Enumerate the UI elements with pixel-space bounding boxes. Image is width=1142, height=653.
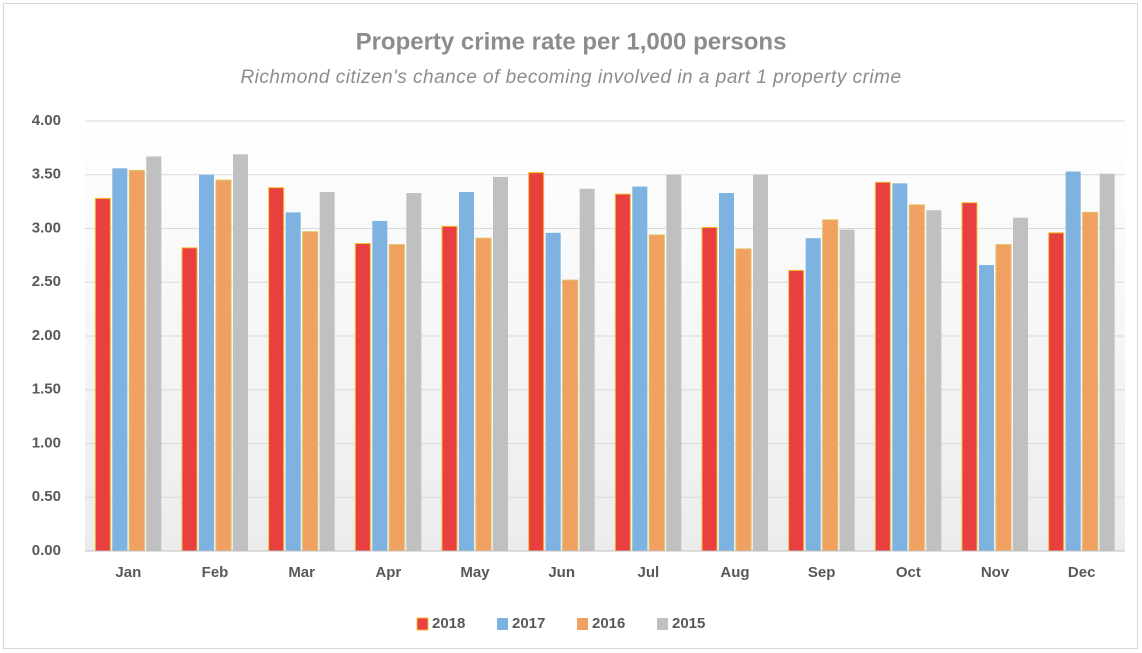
bar [545, 232, 561, 552]
x-tick-label: Jan [115, 564, 141, 581]
x-tick-label: May [460, 564, 490, 581]
bar [648, 234, 665, 552]
bar [614, 193, 631, 552]
bar [892, 183, 908, 551]
bar [215, 179, 232, 552]
chart-subtitle: Richmond citizen's chance of becoming in… [240, 67, 901, 88]
x-tick-label: Sep [808, 564, 836, 581]
bar [579, 188, 595, 551]
legend-label: 2015 [672, 615, 705, 632]
bar [719, 193, 734, 551]
bar [979, 265, 994, 551]
legend-label: 2018 [432, 615, 465, 632]
bar [874, 181, 891, 552]
bar [753, 174, 768, 551]
bar [926, 210, 942, 551]
bar [1099, 173, 1115, 552]
bar [632, 186, 648, 551]
x-tick-label: Feb [202, 564, 229, 581]
legend-swatch [657, 618, 668, 630]
x-tick-label: Oct [896, 564, 921, 581]
bar [788, 269, 805, 552]
legend-swatch [416, 617, 429, 631]
bar [839, 229, 855, 551]
bar [199, 174, 214, 551]
y-tick-label: 2.00 [32, 327, 61, 344]
bar [528, 172, 545, 552]
bar [1065, 171, 1081, 551]
bar [1013, 217, 1028, 551]
bar [441, 225, 458, 552]
x-tick-label: Aug [720, 564, 749, 581]
chart-title: Property crime rate per 1,000 persons [356, 28, 787, 55]
y-tick-label: 3.50 [32, 166, 61, 183]
bar [94, 197, 111, 552]
legend-swatch [577, 618, 588, 630]
bar [822, 219, 839, 552]
bar [735, 248, 752, 552]
bar [268, 187, 285, 552]
bar [112, 168, 128, 552]
legend-swatch [497, 618, 508, 630]
y-tick-label: 3.00 [32, 219, 61, 236]
y-tick-label: 0.00 [32, 542, 61, 559]
bar [285, 212, 301, 551]
x-tick-label: Jun [548, 564, 575, 581]
bar [302, 231, 319, 552]
x-tick-label: Jul [637, 564, 659, 581]
bar [961, 202, 978, 552]
bar [493, 176, 508, 551]
bar [701, 226, 718, 552]
bar [908, 204, 925, 552]
x-tick-label: Dec [1068, 564, 1096, 581]
legend-label: 2016 [592, 615, 625, 632]
bar [354, 243, 371, 552]
bar [1082, 211, 1099, 552]
bar [319, 191, 335, 551]
bar [562, 279, 579, 552]
bar [372, 220, 388, 551]
bar [805, 238, 821, 552]
bar [459, 191, 474, 551]
bar [128, 169, 145, 552]
bar [388, 244, 405, 552]
bar [995, 244, 1012, 552]
bar [1048, 232, 1065, 552]
legend-label: 2017 [512, 615, 545, 632]
bar [146, 156, 162, 551]
bar [233, 154, 248, 551]
y-tick-label: 1.00 [32, 434, 61, 451]
bar [666, 174, 682, 551]
bar [475, 237, 492, 552]
y-tick-label: 0.50 [32, 488, 61, 505]
y-tick-label: 4.00 [32, 112, 61, 129]
x-tick-label: Apr [375, 564, 401, 581]
bar [406, 193, 422, 551]
y-tick-label: 1.50 [32, 381, 61, 398]
x-tick-label: Mar [288, 564, 315, 581]
bar [181, 247, 198, 552]
y-tick-label: 2.50 [32, 273, 61, 290]
x-tick-label: Nov [981, 564, 1010, 581]
